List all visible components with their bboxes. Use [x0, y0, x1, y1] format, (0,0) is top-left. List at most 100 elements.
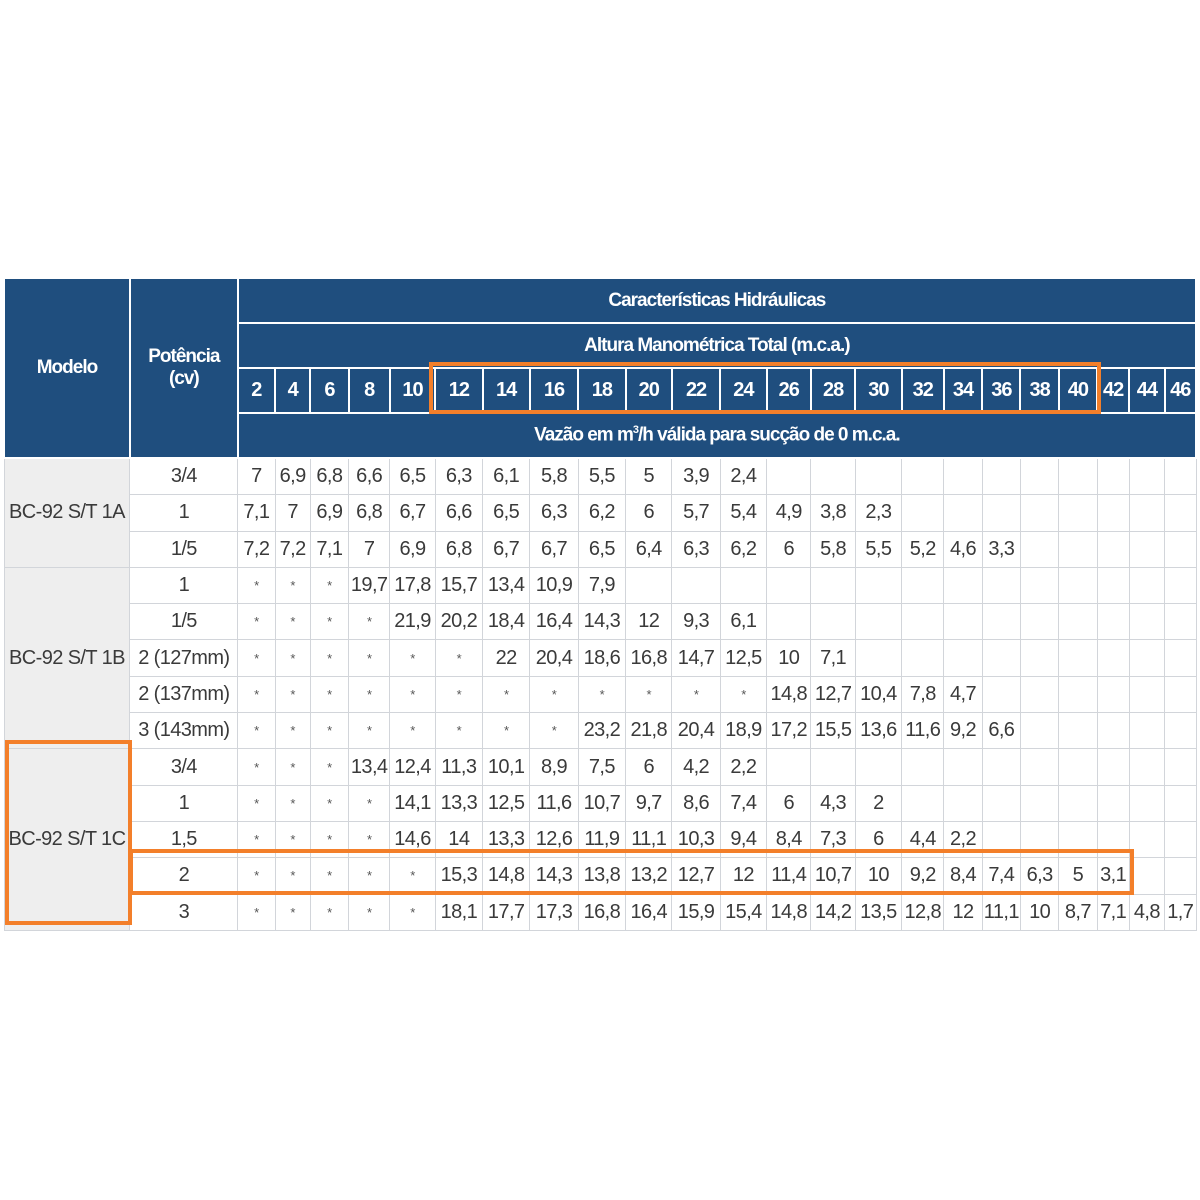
flow-value-cell: 16,8 [577, 893, 627, 931]
flow-value-cell: 21,8 [625, 712, 673, 750]
flow-value-cell: 10,9 [529, 566, 579, 605]
flow-value-cell: 6,9 [274, 457, 311, 496]
flow-value-cell: 9,2 [943, 712, 983, 750]
table-row: 2 (127mm) * * * * * * 22 20,4 18,6 16,8 14,7 12,5 10 7… [4, 639, 1197, 677]
flow-value-cell: 12 [943, 893, 983, 931]
flow-value-cell: 9,7 [625, 784, 673, 822]
flow-value-cell: * [309, 639, 350, 677]
potencia-cell: 1/5 [129, 603, 239, 641]
flow-value-cell: * [237, 639, 276, 677]
height-header-cell: 32 [900, 367, 945, 414]
flow-value-cell [943, 457, 983, 496]
flow-value-cell: 12,7 [671, 857, 721, 895]
potencia-cell: 3/4 [129, 457, 239, 496]
flow-value-cell: 4,8 [1128, 893, 1166, 931]
flow-value-cell: 15,7 [434, 566, 484, 605]
flow-value-cell [943, 494, 983, 532]
flow-value-cell: 13,6 [854, 712, 903, 750]
flow-value-cell: 4,6 [943, 530, 983, 568]
flow-value-cell: 4,2 [671, 748, 721, 786]
flow-value-cell [1128, 457, 1166, 496]
flow-value-cell: * [348, 857, 391, 895]
flow-value-cell [1096, 457, 1130, 496]
flow-value-cell: * [389, 712, 436, 750]
modelo-header: Modelo [3, 277, 131, 459]
potencia-cell: 2 (137mm) [129, 675, 239, 714]
flow-value-cell [810, 457, 856, 496]
flow-value-cell: * [237, 857, 276, 895]
flow-value-cell [854, 603, 903, 641]
height-header-cell: 16 [528, 367, 580, 414]
flow-value-cell: 18,4 [481, 603, 531, 641]
flow-value-cell [981, 675, 1021, 714]
flow-value-cell: 6 [766, 530, 812, 568]
flow-value-cell [901, 748, 945, 786]
flow-value-cell: 3,1 [1096, 857, 1130, 895]
flow-value-cell: * [309, 820, 350, 859]
flow-value-cell [766, 457, 812, 496]
flow-value-cell [854, 748, 903, 786]
flow-value-cell [1019, 494, 1060, 532]
flow-value-cell: 13,8 [577, 857, 627, 895]
flow-value-cell: 5 [625, 457, 673, 496]
flow-value-cell [1164, 784, 1197, 822]
flow-value-cell: 7,1 [1096, 893, 1130, 931]
flow-value-cell [981, 494, 1021, 532]
flow-value-cell: 13,4 [481, 566, 531, 605]
potencia-cell: 2 (127mm) [129, 639, 239, 677]
flow-value-cell: 14,3 [529, 857, 579, 895]
flow-value-cell [943, 784, 983, 822]
height-header-cell: 26 [765, 367, 812, 414]
flow-value-cell: 11,3 [434, 748, 484, 786]
height-header-cell: 20 [624, 367, 673, 414]
flow-value-cell [1164, 566, 1197, 605]
flow-value-cell: 6,7 [481, 530, 531, 568]
flow-value-cell [810, 748, 856, 786]
flow-value-cell: 5,8 [529, 457, 579, 496]
flow-value-cell [1058, 530, 1098, 568]
flow-value-cell: 5,2 [901, 530, 945, 568]
table-row: 3 * * * * * 18,1 17,7 17,3 16,8 16,4 15,9 15,4 14,8 14… [4, 893, 1197, 931]
flow-value-cell: 16,4 [529, 603, 579, 641]
flow-value-cell: * [389, 675, 436, 714]
flow-value-cell: 15,5 [810, 712, 856, 750]
flow-value-cell: 12,7 [810, 675, 856, 714]
flow-value-cell: 10,7 [810, 857, 856, 895]
flow-value-cell [981, 639, 1021, 677]
table-row: 2 (137mm) * * * * * * * * * * * * 14,8 12,7 10,4 7,8 4,7 [4, 675, 1197, 714]
flow-value-cell [1164, 457, 1197, 496]
flow-value-cell: 6,2 [577, 494, 627, 532]
height-header-cell: 2 [236, 367, 277, 414]
flow-value-cell: 11,9 [577, 820, 627, 859]
flow-value-cell: * [348, 893, 391, 931]
flow-value-cell: 15,4 [719, 893, 768, 931]
flow-value-cell [766, 566, 812, 605]
flow-value-cell [1019, 530, 1060, 568]
height-header-cell: 10 [388, 367, 437, 414]
flow-value-cell [981, 748, 1021, 786]
hydraulic-characteristics-table: Modelo Potência (cv) Características Hidr… [3, 277, 1198, 931]
flow-value-cell [981, 820, 1021, 859]
height-header-cell: 28 [809, 367, 857, 414]
table-row: 1/5 7,2 7,2 7,1 7 6,9 6,8 6,7 6,7 6,5 6,4 6,3 6,2 6 5,… [4, 530, 1197, 568]
height-header-cell: 14 [481, 367, 531, 414]
flow-value-cell: * [274, 603, 311, 641]
flow-value-cell: 6,4 [625, 530, 673, 568]
flow-value-cell: 20,2 [434, 603, 484, 641]
flow-value-cell: * [237, 820, 276, 859]
height-header-cell: 34 [942, 367, 984, 414]
flow-value-cell [671, 566, 721, 605]
flow-value-cell: 6,1 [719, 603, 768, 641]
flow-value-cell: 3,9 [671, 457, 721, 496]
flow-value-cell: 3,8 [810, 494, 856, 532]
flow-value-cell: * [274, 639, 311, 677]
flow-value-cell [1019, 820, 1060, 859]
flow-value-cell: 4,7 [943, 675, 983, 714]
flow-value-cell [1128, 748, 1166, 786]
flow-value-cell: 16,8 [625, 639, 673, 677]
flow-value-cell: 14,2 [810, 893, 856, 931]
table-row: 1 * * * * 14,1 13,3 12,5 11,6 10,7 9,7 8,6 7,4 6 4,3 2 [4, 784, 1197, 822]
flow-value-cell: 12 [719, 857, 768, 895]
flow-value-cell: 5,8 [810, 530, 856, 568]
flow-value-cell: * [309, 748, 350, 786]
